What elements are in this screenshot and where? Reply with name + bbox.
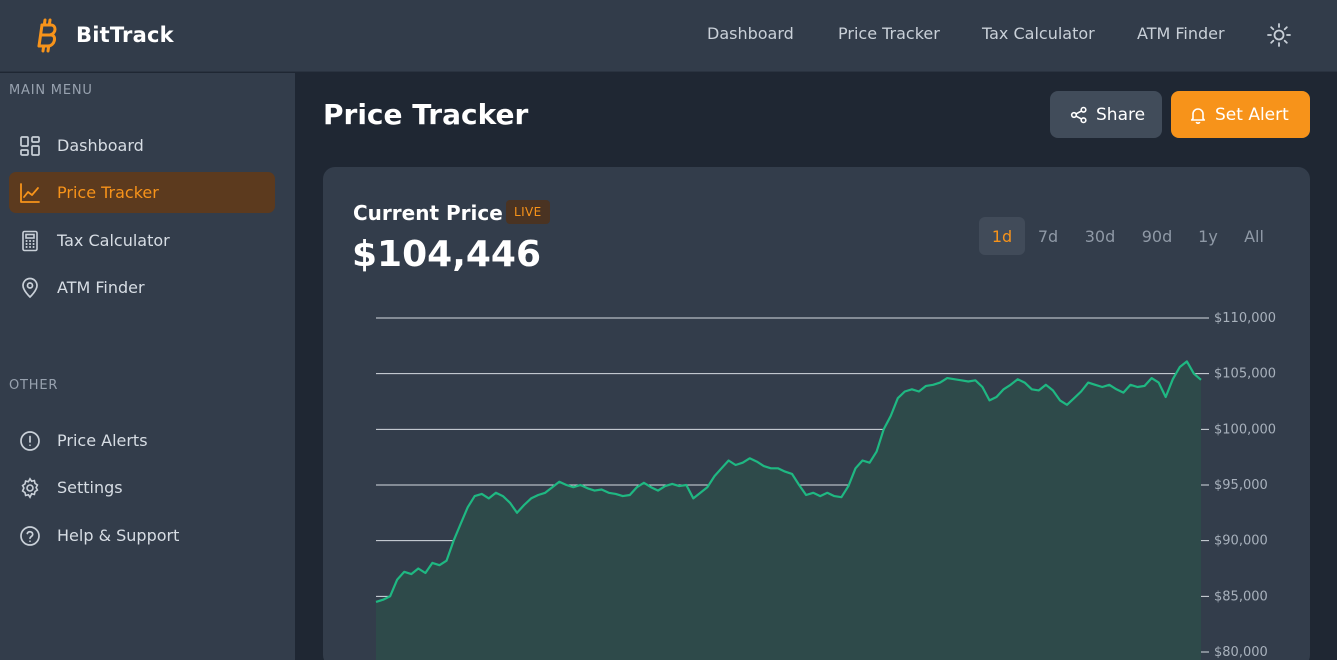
y-tick-label: $110,000 [1214, 311, 1276, 326]
topnav-price-tracker[interactable]: Price Tracker [838, 24, 940, 43]
y-tick-label: $100,000 [1214, 422, 1276, 437]
topnav-tax-calculator[interactable]: Tax Calculator [982, 24, 1095, 43]
range-tab-30d[interactable]: 30d [1084, 226, 1116, 246]
current-price-title: Current Price [353, 201, 503, 225]
sidebar-item-label: Price Tracker [57, 183, 159, 202]
price-area [376, 361, 1201, 660]
share-icon [1070, 106, 1087, 123]
y-tick-label: $90,000 [1214, 534, 1268, 549]
sidebar-item-tax-calculator[interactable]: Tax Calculator [9, 220, 275, 261]
share-label: Share [1096, 104, 1146, 125]
price-chart: $110,000 $105,000 $100,000 $95,000 $90,000 $8… [375, 311, 1276, 660]
topnav-dashboard[interactable]: Dashboard [707, 24, 794, 43]
y-tick-label: $95,000 [1214, 478, 1268, 493]
sidebar-item-dashboard[interactable]: Dashboard [9, 125, 275, 166]
calculator-icon [22, 230, 38, 252]
other-label: OTHER [9, 378, 59, 393]
sidebar-item-label: Tax Calculator [57, 231, 170, 250]
help-circle-icon [20, 526, 40, 546]
sidebar-item-label: Price Alerts [57, 431, 148, 450]
page-title: Price Tracker [323, 98, 529, 131]
grid-icon [20, 136, 40, 156]
y-tick-label: $85,000 [1214, 589, 1268, 604]
current-price-value: $104,446 [352, 234, 542, 275]
range-tab-1d[interactable]: 1d [979, 217, 1025, 255]
main-menu-label: MAIN MENU [9, 83, 93, 98]
sidebar-item-label: Settings [57, 478, 123, 497]
set-alert-label: Set Alert [1215, 104, 1289, 125]
chart-line-icon [20, 183, 40, 203]
topnav-atm-finder[interactable]: ATM Finder [1137, 24, 1225, 43]
sidebar-item-label: Dashboard [57, 136, 144, 155]
brand-name: BitTrack [76, 23, 174, 47]
sidebar: MAIN MENU Dashboard Price Tracker Tax Ca… [0, 73, 295, 660]
sidebar-item-price-tracker[interactable]: Price Tracker [9, 172, 275, 213]
sun-icon[interactable] [1266, 22, 1292, 48]
price-line [375, 360, 1202, 603]
gear-icon [21, 477, 39, 499]
sidebar-item-label: ATM Finder [57, 278, 145, 297]
set-alert-button[interactable]: Set Alert [1171, 91, 1310, 138]
sidebar-item-atm-finder[interactable]: ATM Finder [9, 267, 275, 308]
range-tab-90d[interactable]: 90d [1141, 226, 1173, 246]
sidebar-item-help-support[interactable]: Help & Support [9, 515, 275, 556]
alert-circle-icon [20, 431, 40, 451]
map-pin-icon [22, 277, 38, 299]
y-tick-label: $105,000 [1214, 367, 1276, 382]
price-card: Current Price LIVE $104,446 1d 7d 30d 90… [323, 167, 1310, 660]
range-tab-all[interactable]: All [1244, 226, 1264, 246]
sidebar-item-settings[interactable]: Settings [9, 467, 275, 508]
bell-icon [1190, 107, 1206, 124]
range-tab-7d[interactable]: 7d [1037, 226, 1059, 246]
brand[interactable]: BitTrack [34, 17, 174, 53]
bitcoin-logo-icon [37, 18, 57, 53]
sidebar-item-price-alerts[interactable]: Price Alerts [9, 420, 275, 461]
live-badge: LIVE [506, 200, 550, 224]
share-button[interactable]: Share [1050, 91, 1162, 138]
sidebar-item-label: Help & Support [57, 526, 180, 545]
range-tab-1y[interactable]: 1y [1198, 226, 1218, 246]
top-bar: BitTrack Dashboard Price Tracker Tax Cal… [0, 0, 1337, 72]
y-tick-label: $80,000 [1214, 645, 1268, 660]
